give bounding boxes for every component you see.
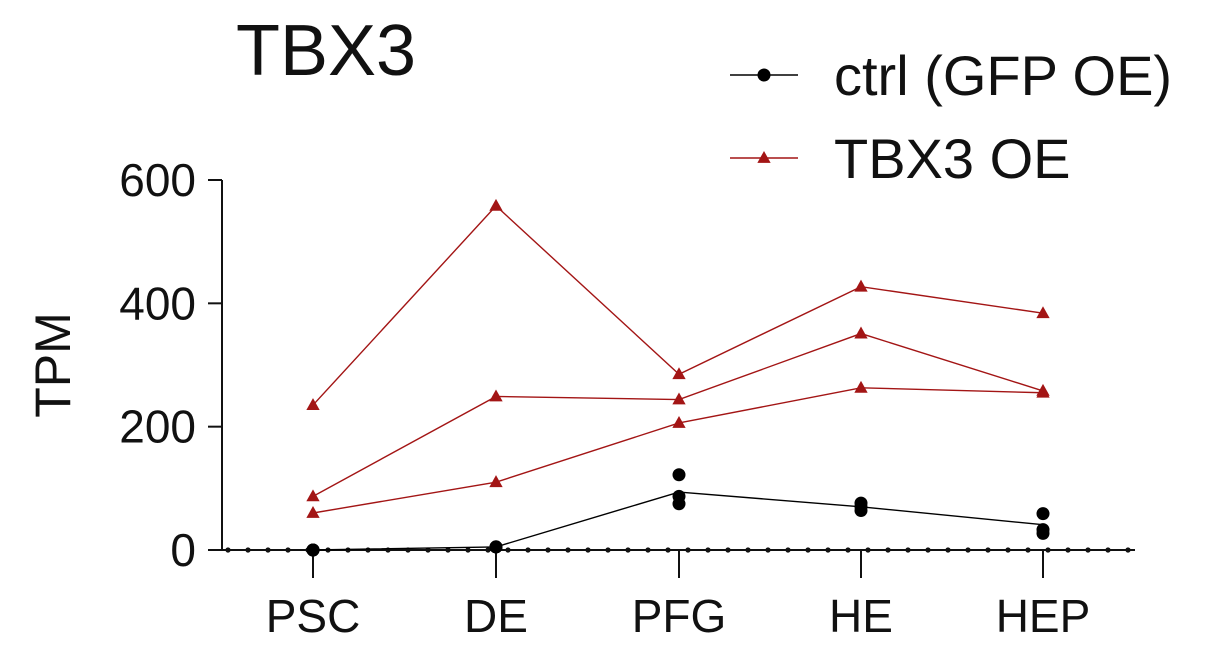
x-axis-dot [985,547,991,553]
x-axis-dot [805,547,811,553]
data-point-tbx3-oe [306,398,320,410]
data-point-tbx3-oe [489,389,503,402]
y-axis-label: TPM [25,312,81,418]
x-axis-dot [505,547,511,553]
x-axis-dot [925,547,931,553]
x-axis-dot [485,547,491,553]
x-axis-dot [525,547,531,553]
data-point-tbx3-oe [1036,385,1050,398]
x-axis-dot [1085,547,1091,553]
x-axis-dot [725,547,731,553]
x-axis-dot [1065,547,1071,553]
x-axis-dot [605,547,611,553]
chart-title: TBX3 [236,11,417,91]
x-axis-dot [465,547,471,553]
x-axis-dot [885,547,891,553]
data-point-ctrl [489,540,503,554]
x-axis-dot [625,547,631,553]
data-point-tbx3-oe [489,475,503,488]
data-point-ctrl [854,504,868,518]
x-axis-dot [785,547,791,553]
x-axis-dot [705,547,711,553]
x-axis-dot [825,547,831,553]
x-axis-dot [545,547,551,553]
legend-label: ctrl (GFP OE) [834,44,1172,107]
x-axis-dot [1105,547,1111,553]
legend-label: TBX3 OE [834,127,1071,190]
x-axis-dot [665,547,671,553]
x-axis-dot [285,547,291,553]
data-point-tbx3-oe [854,380,868,393]
data-point-tbx3-oe [854,279,868,292]
y-tick-label: 600 [119,154,196,206]
data-point-tbx3-oe [854,326,868,339]
x-axis-dot [905,547,911,553]
data-point-tbx3-oe [1036,306,1050,319]
data-point-ctrl [1036,526,1050,540]
data-point-ctrl [306,543,320,557]
x-axis-dot [865,547,871,553]
x-axis-dot [745,547,751,553]
data-point-tbx3-oe [306,489,320,502]
data-point-ctrl [1036,507,1050,521]
x-axis-dot [645,547,651,553]
y-tick-label: 0 [170,524,196,576]
x-tick-label: HEP [996,590,1091,642]
x-axis-dot [965,547,971,553]
x-axis-dot [265,547,271,553]
data-point-tbx3-oe [672,392,686,405]
data-point-tbx3-oe [672,367,686,380]
x-axis-dot [565,547,571,553]
x-axis-dot [685,547,691,553]
legend-marker-tbx3-oe [757,151,771,163]
y-tick-label: 400 [119,277,196,329]
data-point-tbx3-oe [306,506,320,518]
data-point-tbx3-oe [489,198,503,211]
x-tick-label: PFG [632,590,727,642]
x-axis-dot [1125,547,1131,553]
x-axis-dot [365,547,371,553]
x-tick-label: PSC [266,590,361,642]
data-point-tbx3-oe [672,415,686,428]
data-point-ctrl [672,468,686,482]
x-axis-dot [1025,547,1031,553]
x-axis-dot [765,547,771,553]
data-point-ctrl [672,497,686,511]
x-axis-dot [845,547,851,553]
x-axis-dot [945,547,951,553]
x-axis-dot [1005,547,1011,553]
legend-marker-ctrl [757,68,771,82]
x-tick-label: HE [829,590,893,642]
x-tick-label: DE [464,590,528,642]
x-axis-dot [245,547,251,553]
y-tick-label: 200 [119,401,196,453]
x-axis-dot [445,547,451,553]
x-axis-dot [225,547,231,553]
x-axis-dot [585,547,591,553]
x-axis-dot [1045,547,1051,553]
